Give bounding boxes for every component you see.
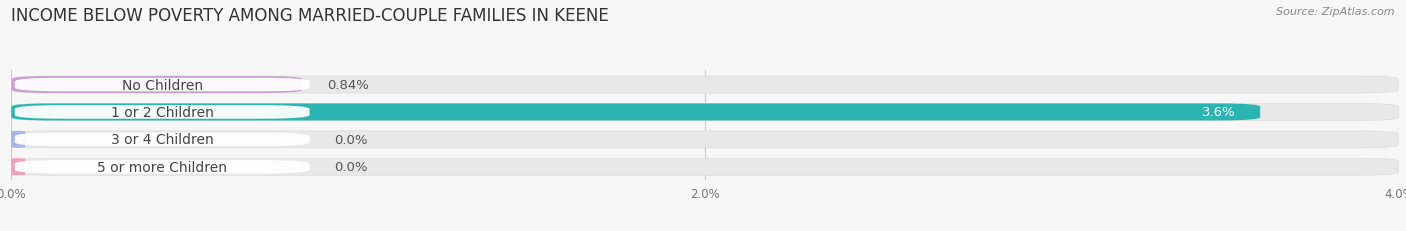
Text: 0.0%: 0.0%	[333, 161, 367, 173]
Text: 0.84%: 0.84%	[328, 79, 368, 92]
Text: 5 or more Children: 5 or more Children	[97, 160, 228, 174]
FancyBboxPatch shape	[11, 104, 1260, 121]
Text: INCOME BELOW POVERTY AMONG MARRIED-COUPLE FAMILIES IN KEENE: INCOME BELOW POVERTY AMONG MARRIED-COUPL…	[11, 7, 609, 25]
FancyBboxPatch shape	[14, 160, 309, 174]
FancyBboxPatch shape	[11, 131, 25, 148]
FancyBboxPatch shape	[14, 78, 309, 92]
Text: 3 or 4 Children: 3 or 4 Children	[111, 133, 214, 147]
FancyBboxPatch shape	[11, 131, 1399, 148]
FancyBboxPatch shape	[14, 106, 309, 119]
Text: 3.6%: 3.6%	[1202, 106, 1236, 119]
Text: 0.0%: 0.0%	[333, 133, 367, 146]
Text: Source: ZipAtlas.com: Source: ZipAtlas.com	[1277, 7, 1395, 17]
FancyBboxPatch shape	[11, 77, 302, 94]
Text: No Children: No Children	[121, 78, 202, 92]
FancyBboxPatch shape	[11, 77, 1399, 94]
FancyBboxPatch shape	[11, 104, 1399, 121]
FancyBboxPatch shape	[11, 159, 25, 176]
Text: 1 or 2 Children: 1 or 2 Children	[111, 106, 214, 119]
FancyBboxPatch shape	[14, 133, 309, 146]
FancyBboxPatch shape	[11, 159, 1399, 176]
